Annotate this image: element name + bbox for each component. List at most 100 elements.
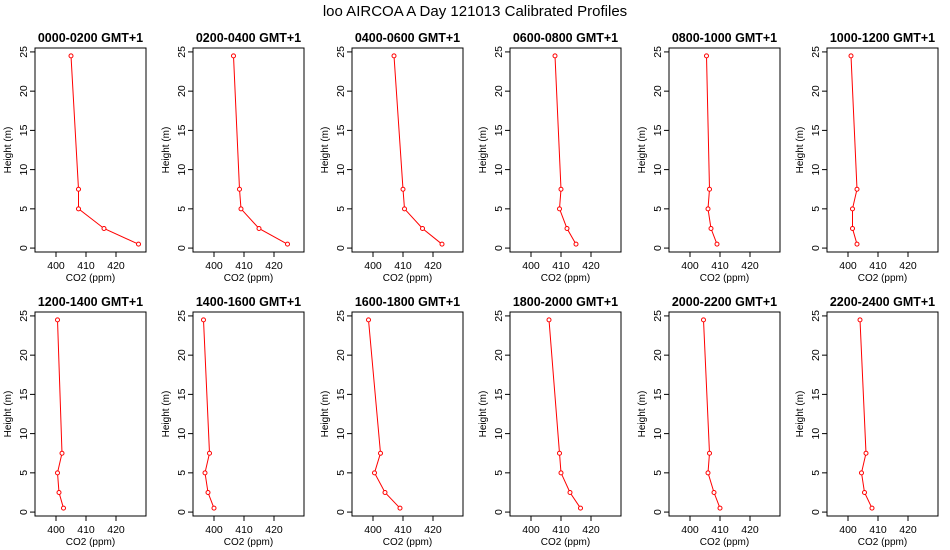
plot-frame: [509, 47, 622, 253]
x-axis-label: CO2 (ppm): [383, 273, 432, 284]
x-axis-label: CO2 (ppm): [383, 537, 432, 548]
y-tick-label: 20: [810, 85, 822, 97]
data-point: [68, 53, 74, 59]
y-tick-label: 10: [810, 164, 822, 176]
plot-frame: [826, 47, 939, 253]
y-tick-label: 0: [493, 245, 505, 251]
data-point: [557, 206, 562, 212]
data-point: [207, 450, 212, 456]
figure-title: loo AIRCOA A Day 121013 Calibrated Profi…: [323, 3, 627, 20]
x-tick-label: 400: [681, 524, 699, 536]
y-tick-label: 20: [652, 85, 664, 97]
y-tick-label: 20: [335, 349, 347, 361]
y-axis-label: Height (m): [637, 127, 648, 174]
x-axis-label: CO2 (ppm): [541, 273, 590, 284]
y-tick-label: 15: [493, 388, 505, 400]
y-tick-label: 25: [810, 46, 822, 58]
y-tick-label: 20: [493, 349, 505, 361]
x-tick-label: 400: [364, 260, 382, 272]
y-tick-label: 25: [18, 310, 30, 322]
y-tick-label: 5: [652, 470, 664, 476]
panel-title: 2200-2400 GMT+1: [830, 295, 935, 309]
y-tick-label: 20: [810, 349, 822, 361]
y-tick-label: 10: [810, 428, 822, 440]
x-tick-label: 400: [205, 260, 223, 272]
y-tick-label: 5: [493, 206, 505, 212]
data-point: [201, 317, 206, 323]
x-axis-label: CO2 (ppm): [700, 537, 749, 548]
data-point: [285, 241, 290, 247]
data-point: [55, 470, 60, 476]
data-point: [573, 241, 579, 247]
x-tick-label: 410: [77, 524, 95, 536]
data-point: [546, 317, 552, 323]
x-tick-label: 410: [394, 260, 412, 272]
data-point: [378, 450, 383, 456]
profile-line: [368, 319, 401, 509]
x-tick-label: 420: [741, 524, 759, 536]
data-point: [701, 317, 706, 323]
data-point: [76, 186, 81, 192]
y-tick-label: 15: [652, 124, 664, 136]
data-point: [400, 186, 406, 192]
y-tick-label: 10: [176, 164, 188, 176]
data-point: [854, 241, 860, 247]
x-axis-label: CO2 (ppm): [858, 537, 907, 548]
x-axis-label: CO2 (ppm): [858, 273, 907, 284]
data-point: [857, 317, 863, 323]
data-point: [202, 470, 208, 476]
y-tick-label: 5: [176, 470, 188, 476]
x-tick-label: 420: [424, 260, 442, 272]
y-tick-label: 15: [176, 388, 188, 400]
plot-frame: [34, 47, 147, 253]
y-axis-label: Height (m): [478, 127, 489, 174]
y-tick-label: 10: [493, 428, 505, 440]
y-tick-label: 10: [18, 428, 30, 440]
profile-line: [554, 55, 577, 245]
x-axis-label: CO2 (ppm): [700, 273, 749, 284]
y-tick-label: 20: [335, 85, 347, 97]
y-tick-label: 0: [652, 245, 664, 251]
x-tick-label: 420: [899, 260, 917, 272]
panel-title: 0000-0200 GMT+1: [38, 31, 143, 45]
x-tick-label: 400: [522, 260, 540, 272]
data-point: [237, 186, 242, 192]
profile-line: [706, 55, 718, 245]
data-point: [717, 505, 723, 511]
data-point: [205, 489, 211, 495]
data-point: [707, 186, 712, 192]
data-point: [567, 489, 573, 495]
y-tick-label: 25: [493, 310, 505, 322]
x-tick-label: 410: [869, 524, 887, 536]
y-tick-label: 5: [176, 206, 188, 212]
x-tick-label: 400: [522, 524, 540, 536]
data-point: [705, 206, 711, 212]
y-tick-label: 15: [18, 388, 30, 400]
data-point: [714, 241, 720, 247]
x-axis-label: CO2 (ppm): [224, 537, 273, 548]
x-axis-label: CO2 (ppm): [541, 537, 590, 548]
data-point: [854, 186, 860, 192]
x-tick-label: 400: [681, 260, 699, 272]
data-point: [420, 225, 425, 231]
y-tick-label: 15: [810, 124, 822, 136]
y-tick-label: 10: [493, 164, 505, 176]
y-tick-label: 5: [335, 470, 347, 476]
x-tick-label: 420: [107, 524, 125, 536]
x-tick-label: 400: [47, 524, 65, 536]
data-point: [711, 489, 717, 495]
plot-frame: [351, 311, 464, 517]
y-tick-label: 0: [18, 245, 30, 251]
x-tick-label: 420: [107, 260, 125, 272]
profile-line: [850, 55, 858, 245]
y-axis-label: Height (m): [637, 391, 648, 438]
data-point: [76, 206, 81, 212]
